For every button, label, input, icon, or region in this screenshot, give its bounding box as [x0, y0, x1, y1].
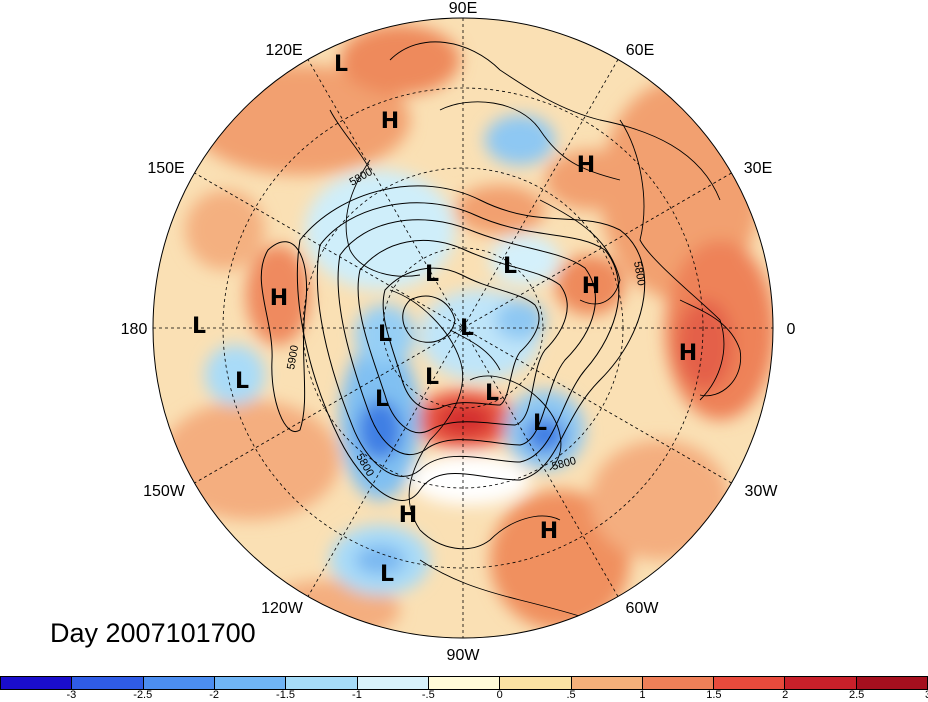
pressure-centers: L H H H L L H L L H H L L L L L L L H H … — [192, 52, 697, 587]
colorbar-swatch — [856, 677, 928, 689]
contour-label: 5800 — [631, 260, 647, 286]
lon-label-0: 0 — [787, 321, 796, 338]
colorbar-tick-label: 2 — [782, 689, 789, 701]
height-contours — [260, 185, 646, 501]
colorbar-swatch — [214, 677, 287, 689]
colorbar-tick-label: .5 — [566, 689, 576, 701]
lon-label-60e: 60E — [626, 42, 654, 59]
colorbar-swatch — [785, 677, 857, 689]
colorbar-tick-labels: -3 -2.5 -2 -1.5 -1 -.5 0 .5 1 1.5 2 2.5 3 — [0, 689, 928, 702]
pressure-center-low: L — [235, 369, 249, 394]
colorbar-swatch — [642, 677, 715, 689]
lon-label-120e: 120E — [265, 42, 302, 59]
colorbar-swatch — [1, 677, 73, 689]
colorbar-tick-label: 3 — [925, 689, 928, 701]
colorbar-tick-label: 1.5 — [706, 689, 722, 701]
colorbar-swatch — [714, 677, 786, 689]
lon-label-120w: 120W — [261, 600, 304, 617]
colorbar-swatch — [357, 677, 429, 689]
pressure-center-high: H — [399, 503, 417, 528]
longitude-labels: 90E 60E 30E 0 30W 60W 90W 120W 150W 180 … — [121, 0, 796, 664]
lon-label-180: 180 — [121, 321, 148, 338]
pressure-center-low: L — [460, 316, 474, 341]
pressure-center-low: L — [334, 52, 348, 77]
colorbar-tick-label: -.5 — [421, 689, 435, 701]
pressure-center-high: H — [270, 286, 288, 311]
graticule — [153, 18, 773, 638]
colorbar-swatch — [72, 677, 144, 689]
colorbar-swatch — [143, 677, 215, 689]
lon-label-60w: 60W — [626, 600, 660, 617]
colorbar-tick-label: 1 — [639, 689, 646, 701]
contour-label: 5900 — [285, 344, 301, 370]
colorbar-swatch — [286, 677, 358, 689]
colorbar-tick-label: 0 — [496, 689, 503, 701]
pressure-center-low: L — [380, 562, 394, 587]
lon-label-150w: 150W — [143, 483, 186, 500]
colorbar-tick-label: -2 — [209, 689, 220, 701]
pressure-center-high: H — [582, 274, 600, 299]
colorbar-tick-label: -1.5 — [276, 689, 296, 701]
colorbar-tick-label: 2.5 — [848, 689, 865, 701]
pressure-center-high: H — [381, 109, 399, 134]
lon-label-150e: 150E — [147, 160, 184, 177]
pressure-center-low: L — [425, 365, 439, 390]
colorbar-tick-label: -2.5 — [133, 689, 153, 701]
pressure-center-high: H — [679, 341, 697, 366]
lon-label-30w: 30W — [745, 483, 779, 500]
anomaly-field — [153, 18, 773, 638]
colorbar-swatch — [428, 677, 501, 689]
pressure-center-low: L — [485, 381, 499, 406]
lon-label-30e: 30E — [744, 160, 772, 177]
colorbar — [0, 676, 928, 690]
pressure-center-high: H — [540, 519, 558, 544]
pressure-center-low: L — [375, 387, 389, 412]
pressure-center-high: H — [577, 153, 595, 178]
colorbar-swatch — [571, 677, 643, 689]
pressure-center-low: L — [533, 411, 547, 436]
pressure-center-low: L — [192, 314, 206, 339]
colorbar-swatch — [500, 677, 572, 689]
day-title: Day 2007101700 — [50, 618, 256, 648]
lon-label-90e: 90E — [449, 0, 477, 17]
polar-stereographic-map: 90E 60E 30E 0 30W 60W 90W 120W 150W 180 … — [121, 0, 796, 664]
pressure-center-low: L — [425, 262, 439, 287]
colorbar-tick-label: -3 — [66, 689, 77, 701]
colorbar-tick-label: -1 — [352, 689, 362, 701]
lon-label-90w: 90W — [447, 647, 481, 664]
pressure-center-low: L — [503, 254, 517, 279]
pressure-center-low: L — [378, 322, 392, 347]
